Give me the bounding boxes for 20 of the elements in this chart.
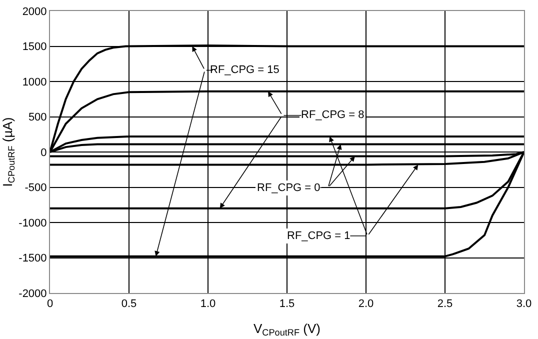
annotation: RF_CPG = 15 bbox=[210, 64, 280, 76]
x-tick-label: 3.0 bbox=[516, 298, 532, 310]
y-tick-label: -500 bbox=[24, 182, 47, 194]
x-axis-title: V$_{CPoutRF}$ (V) bbox=[253, 320, 321, 338]
y-tick-label: 2000 bbox=[22, 6, 47, 18]
x-tick-label: 2.0 bbox=[358, 298, 374, 310]
y-tick-label: 0 bbox=[40, 146, 47, 159]
y-tick-label: 1000 bbox=[22, 76, 47, 88]
y-tick-label: -1000 bbox=[18, 217, 47, 230]
x-tick-label: 0.5 bbox=[121, 298, 137, 310]
y-tick-label: -1500 bbox=[18, 252, 47, 265]
y-tick-label: 500 bbox=[28, 112, 47, 124]
annotation: RF_CPG = 8 bbox=[301, 109, 364, 121]
x-tick-label: 2.5 bbox=[437, 298, 453, 310]
x-tick-label: 1.0 bbox=[200, 298, 216, 310]
annotation: RF_CPG = 1 bbox=[287, 230, 350, 242]
y-tick-label: -2000 bbox=[18, 288, 47, 300]
y-tick-label: 1500 bbox=[22, 41, 47, 54]
x-tick-label: 1.5 bbox=[279, 298, 295, 310]
annotation: RF_CPG = 0 bbox=[257, 182, 320, 194]
